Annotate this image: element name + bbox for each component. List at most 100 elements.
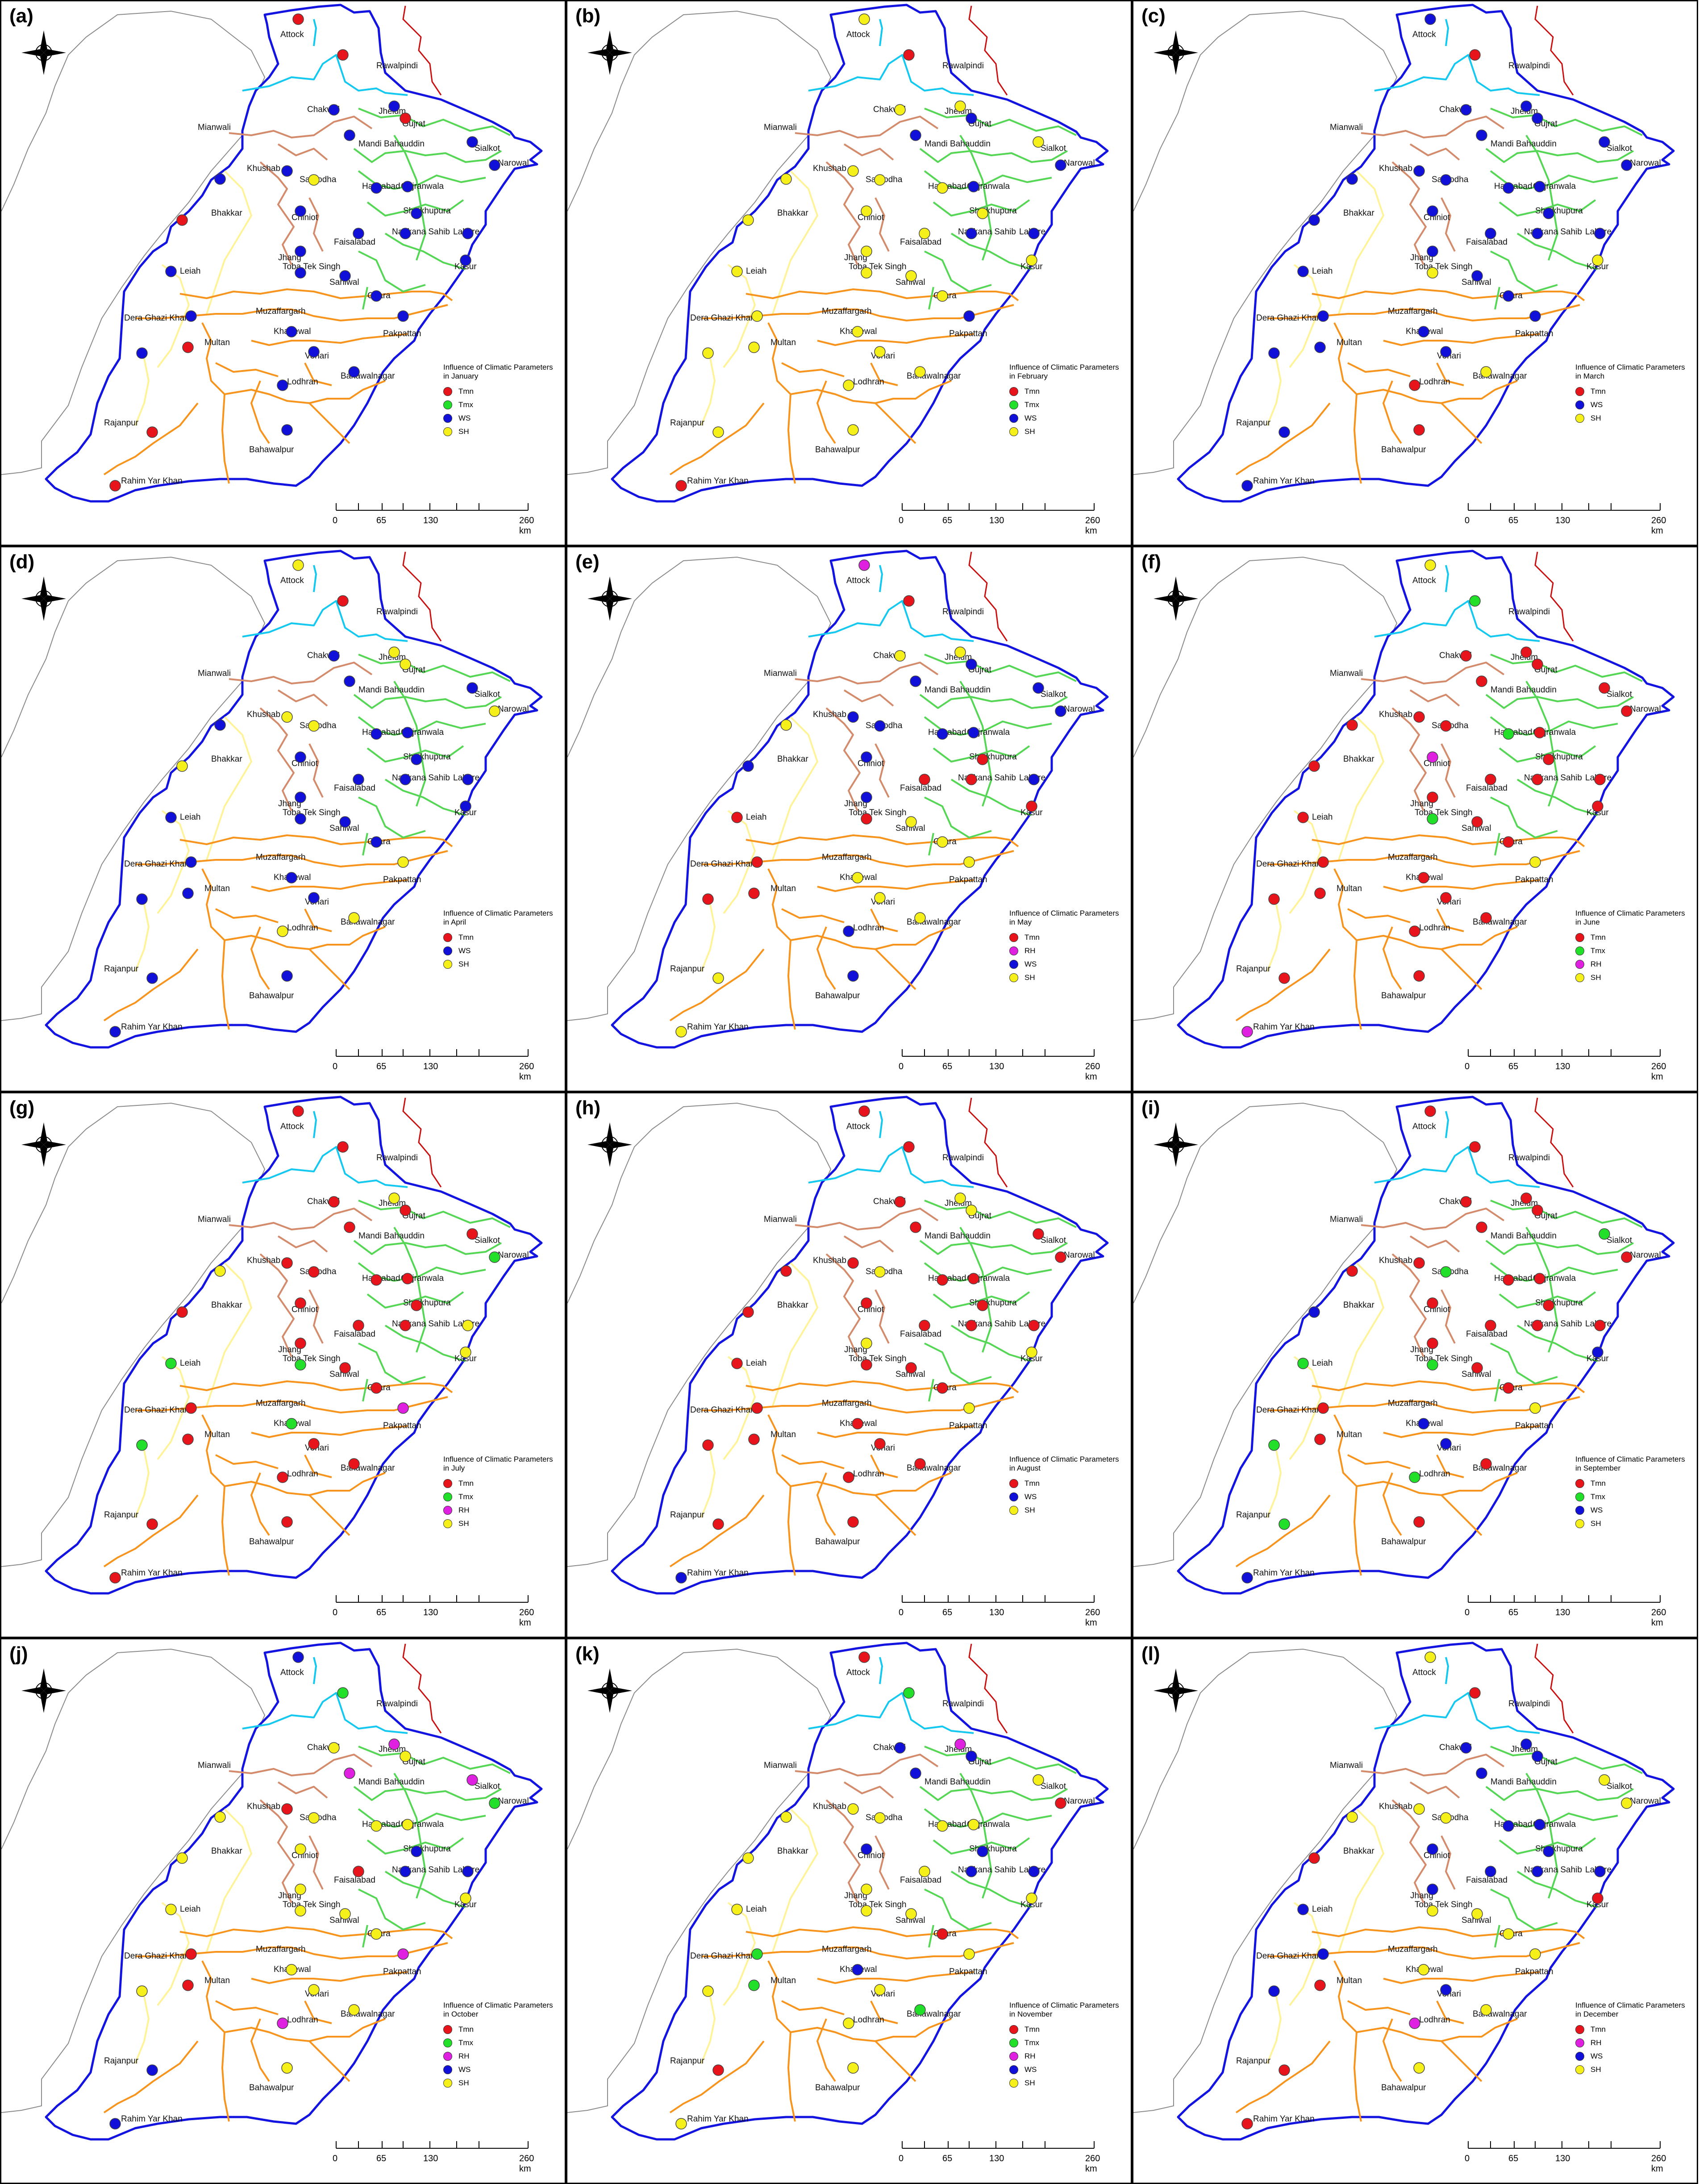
legend-item: WS [443, 2063, 555, 2076]
city-label: Bahawalpur [815, 445, 860, 454]
station-marker-tmx [748, 1980, 760, 1991]
scale-bar: 0 65 130 260 km [332, 1589, 537, 1629]
north-arrow-icon [1153, 1122, 1198, 1167]
station-marker-ws [1621, 159, 1632, 171]
city-label: Mandi Bahauddin [358, 1231, 425, 1241]
province-boundary [45, 4, 543, 503]
map-panel: AttockRawalpindiChakwalJhelumGujratMianw… [1132, 1638, 1698, 2184]
map-panel: AttockRawalpindiChakwalJhelumGujratMianw… [566, 546, 1132, 1092]
international-boundary [1534, 1097, 1574, 1188]
station-marker-tmn [1532, 774, 1543, 785]
station-marker-tmx [1427, 1359, 1438, 1371]
station-marker-ws [1485, 1866, 1496, 1877]
city-label: Leiah [180, 1905, 201, 1914]
city-label: Muzaffargarh [822, 1945, 872, 1954]
station-marker-ws [968, 181, 979, 192]
station-marker-sh [852, 326, 863, 338]
legend-dot-icon [443, 2065, 452, 2075]
station-marker-rh [344, 1767, 355, 1779]
city-label: Bahawalpur [249, 991, 294, 1000]
station-marker-ws [1033, 682, 1044, 694]
city-label: Sheikhupura [969, 206, 1017, 216]
station-marker-tmn [1413, 424, 1425, 436]
city-label: Sialkot [1607, 690, 1632, 699]
station-marker-sh [937, 836, 948, 848]
station-marker-sh [1026, 254, 1037, 266]
city-label: Lodhran [287, 923, 318, 933]
legend-item: Tmx [1575, 944, 1687, 958]
station-marker-tmn [1314, 888, 1326, 899]
city-label: Sahiwal [1462, 278, 1491, 287]
station-marker-tmn [339, 1362, 351, 1374]
station-marker-tmx [903, 1687, 915, 1699]
station-marker-ws [843, 925, 854, 937]
division-boundary-rawalpindi [1374, 1111, 1540, 1188]
station-marker-tmn [937, 1274, 948, 1286]
station-marker-tmn [1427, 1297, 1438, 1309]
city-label: Faisalabad [1466, 238, 1507, 247]
station-marker-ws [977, 1846, 988, 1857]
city-label: Khushab [1379, 164, 1412, 173]
station-marker-tmn [1476, 1221, 1487, 1233]
station-marker-sh [954, 646, 966, 658]
station-marker-tmn [847, 1257, 859, 1269]
station-marker-tmn [748, 1434, 760, 1445]
map-legend: Influence of Climatic Parameters in Janu… [443, 363, 555, 438]
punjab-map: AttockRawalpindiChakwalJhelumGujratMianw… [567, 1096, 1109, 1595]
city-label: Rahim Yar Khan [1253, 1568, 1315, 1578]
city-label: Mianwali [764, 669, 797, 678]
city-label: Jhang [278, 1345, 301, 1355]
city-label: Leiah [1312, 1359, 1333, 1368]
legend-dot-icon [443, 2025, 452, 2034]
scale-bar-graphic [902, 2141, 1095, 2149]
station-marker-sh [388, 646, 400, 658]
city-label: Sialkot [1041, 690, 1066, 699]
city-label: Toba Tek Singh [1415, 1354, 1473, 1363]
station-marker-sh [847, 424, 859, 436]
division-boundary-rawalpindi [242, 565, 408, 642]
city-label: Dera Ghazi Khan [1256, 859, 1321, 869]
city-label: Toba Tek Singh [1415, 262, 1473, 271]
city-label: Sahiwal [895, 1370, 925, 1379]
city-label: Attock [280, 1668, 304, 1677]
city-label: Rajanpur [1236, 1510, 1271, 1520]
station-marker-tmn [751, 1402, 763, 1414]
legend-dot-icon [1009, 400, 1018, 410]
panel-label: (b) [575, 5, 601, 27]
legend-item: Tmn [443, 385, 555, 398]
north-arrow-icon [1153, 1668, 1198, 1713]
scale-bar: 0 65 130 260 km [332, 2135, 537, 2175]
legend-title: Influence of Climatic Parameters in Augu… [1009, 1455, 1119, 1472]
scale-label: 130 [989, 2154, 1004, 2163]
station-marker-ws [146, 972, 158, 984]
city-label: Attock [1412, 1122, 1436, 1131]
city-label: Multan [204, 1976, 230, 1985]
station-marker-tmx [489, 1797, 500, 1809]
city-label: Jhang [278, 1891, 301, 1901]
station-marker-tmn [1594, 774, 1606, 785]
station-marker-ws [1532, 1866, 1543, 1877]
station-marker-rh [397, 1402, 409, 1414]
map-legend: Influence of Climatic Parameters in Nove… [1009, 2001, 1121, 2090]
city-label: Sialkot [475, 1782, 500, 1791]
scale-label: 260 km [1651, 516, 1666, 536]
city-label: Rawalpindi [376, 607, 418, 617]
station-marker-sh [176, 760, 188, 772]
station-marker-ws [466, 682, 478, 694]
panel-label: (f) [1141, 551, 1161, 573]
panel-label: (e) [575, 551, 600, 573]
province-boundary [45, 1642, 543, 2141]
station-marker-ws [1503, 182, 1514, 194]
city-label: Lodhran [1419, 1469, 1450, 1479]
station-marker-sh [843, 379, 854, 391]
station-marker-ws [400, 774, 411, 785]
city-label: Kasur [1587, 1354, 1609, 1363]
station-marker-sh [905, 270, 917, 282]
station-marker-sh [371, 1820, 382, 1832]
city-label: Sheikhupura [1535, 752, 1583, 762]
city-label: Rawalpindi [942, 1153, 984, 1163]
station-marker-sh [963, 1948, 975, 1960]
province-boundary [611, 1096, 1109, 1595]
division-boundary-sargodha [229, 1208, 373, 1357]
station-marker-ws [1534, 1819, 1545, 1830]
